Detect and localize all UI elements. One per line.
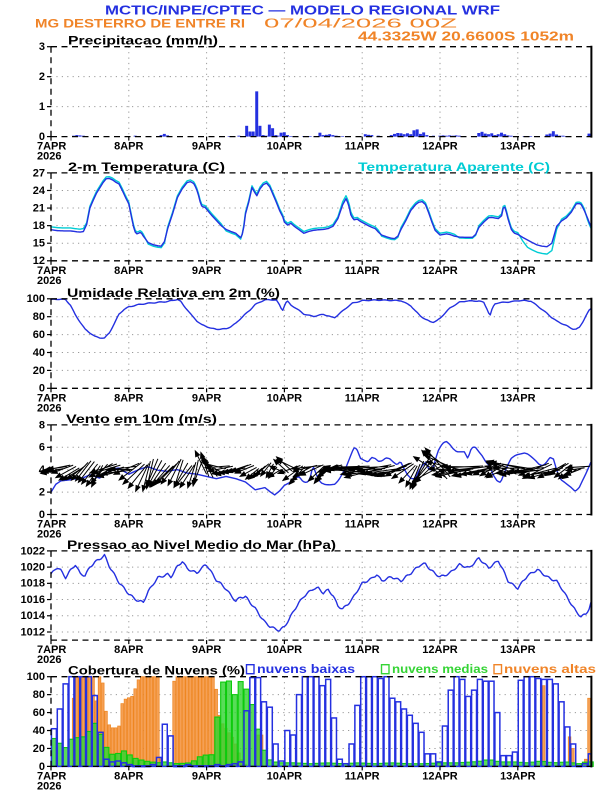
svg-text:27: 27 (33, 167, 45, 179)
svg-text:80: 80 (33, 689, 45, 701)
svg-text:Temperatura Aparente (C): Temperatura Aparente (C) (358, 162, 550, 174)
svg-text:20: 20 (33, 365, 45, 377)
svg-text:1: 1 (39, 101, 45, 113)
svg-text:80: 80 (33, 311, 45, 323)
svg-text:6: 6 (39, 442, 45, 454)
svg-text:10APR: 10APR (267, 265, 303, 277)
svg-text:07/04/2026 00Z: 07/04/2026 00Z (264, 17, 458, 31)
svg-text:2-m Temperatura (C): 2-m Temperatura (C) (68, 162, 225, 174)
svg-text:Pressao ao Nivel Medio do Mar: Pressao ao Nivel Medio do Mar (hPa) (67, 540, 336, 552)
svg-text:8APR: 8APR (114, 644, 143, 656)
svg-text:nuvens altas: nuvens altas (504, 664, 596, 676)
svg-text:nuvens medias: nuvens medias (392, 664, 488, 676)
svg-text:1014: 1014 (21, 610, 46, 622)
svg-text:7APR: 7APR (37, 265, 66, 277)
svg-text:12APR: 12APR (422, 265, 458, 277)
svg-text:1022: 1022 (21, 545, 45, 557)
svg-text:3: 3 (39, 41, 45, 53)
svg-text:MCTIC/INPE/CPTEC — MODELO REGI: MCTIC/INPE/CPTEC — MODELO REGIONAL WRF (105, 3, 500, 18)
svg-text:10APR: 10APR (267, 519, 303, 531)
svg-text:13APR: 13APR (500, 519, 536, 531)
svg-text:100: 100 (27, 671, 45, 683)
svg-text:13APR: 13APR (500, 265, 536, 277)
svg-text:40: 40 (33, 347, 45, 359)
svg-text:8APR: 8APR (114, 392, 143, 404)
svg-text:2026: 2026 (37, 151, 61, 163)
svg-text:1012: 1012 (21, 626, 45, 638)
svg-text:2026: 2026 (37, 402, 61, 414)
svg-text:Precipitacao (mm/h): Precipitacao (mm/h) (68, 36, 218, 48)
svg-text:12APR: 12APR (422, 519, 458, 531)
svg-text:12: 12 (33, 255, 45, 267)
svg-text:13APR: 13APR (500, 770, 536, 782)
svg-text:7APR: 7APR (37, 141, 66, 153)
svg-text:1018: 1018 (21, 578, 45, 590)
svg-text:Vento em 10m (m/s): Vento em 10m (m/s) (66, 414, 217, 426)
svg-text:0: 0 (39, 383, 45, 395)
svg-text:15: 15 (33, 238, 45, 250)
svg-text:10APR: 10APR (267, 644, 303, 656)
svg-text:60: 60 (33, 329, 45, 341)
svg-text:11APR: 11APR (345, 392, 380, 404)
svg-text:8APR: 8APR (114, 770, 143, 782)
svg-text:13APR: 13APR (500, 392, 536, 404)
svg-text:7APR: 7APR (37, 644, 66, 656)
svg-text:nuvens baixas: nuvens baixas (257, 664, 355, 676)
svg-text:9APR: 9APR (192, 770, 221, 782)
svg-text:9APR: 9APR (192, 392, 221, 404)
svg-text:40: 40 (33, 725, 45, 737)
svg-text:2: 2 (39, 71, 45, 83)
svg-text:9APR: 9APR (192, 141, 221, 153)
svg-text:11APR: 11APR (345, 141, 380, 153)
svg-text:12APR: 12APR (422, 392, 458, 404)
svg-text:8APR: 8APR (114, 141, 143, 153)
svg-text:Umidade Relativa em 2m (%): Umidade Relativa em 2m (%) (67, 288, 280, 300)
svg-text:0: 0 (39, 131, 45, 143)
svg-text:MG DESTERRO DE ENTRE RI: MG DESTERRO DE ENTRE RI (35, 17, 245, 31)
svg-text:2026: 2026 (37, 529, 61, 541)
svg-text:11APR: 11APR (345, 644, 380, 656)
svg-text:10APR: 10APR (267, 392, 303, 404)
svg-text:1020: 1020 (21, 562, 45, 574)
svg-text:Cobertura de Nuvens (%): Cobertura de Nuvens (%) (68, 666, 245, 678)
svg-text:11APR: 11APR (345, 519, 380, 531)
svg-text:0: 0 (39, 761, 45, 773)
svg-text:8: 8 (39, 419, 45, 431)
svg-text:44.3325W 20.6600S 1052m: 44.3325W 20.6600S 1052m (358, 30, 574, 44)
svg-text:9APR: 9APR (192, 644, 221, 656)
svg-text:2026: 2026 (37, 275, 61, 287)
svg-text:7APR: 7APR (37, 519, 66, 531)
svg-text:8APR: 8APR (114, 265, 143, 277)
svg-text:18: 18 (33, 220, 45, 232)
svg-text:13APR: 13APR (500, 644, 536, 656)
svg-text:12APR: 12APR (422, 141, 458, 153)
svg-text:13APR: 13APR (500, 141, 536, 153)
svg-text:2: 2 (39, 487, 45, 499)
svg-text:7APR: 7APR (37, 770, 66, 782)
svg-text:9APR: 9APR (192, 519, 221, 531)
svg-text:7APR: 7APR (37, 392, 66, 404)
svg-text:8APR: 8APR (114, 519, 143, 531)
svg-text:60: 60 (33, 707, 45, 719)
svg-text:24: 24 (33, 185, 46, 197)
svg-text:1016: 1016 (21, 594, 45, 606)
svg-text:9APR: 9APR (192, 265, 221, 277)
svg-text:10APR: 10APR (267, 141, 303, 153)
svg-text:21: 21 (33, 202, 45, 214)
svg-text:11APR: 11APR (345, 770, 380, 782)
svg-text:12APR: 12APR (422, 770, 458, 782)
svg-text:10APR: 10APR (267, 770, 303, 782)
svg-text:11APR: 11APR (345, 265, 380, 277)
svg-text:2026: 2026 (37, 654, 61, 666)
svg-text:2026: 2026 (37, 780, 61, 792)
svg-text:20: 20 (33, 743, 45, 755)
svg-text:4: 4 (39, 464, 46, 476)
svg-text:100: 100 (27, 293, 45, 305)
svg-text:12APR: 12APR (422, 644, 458, 656)
svg-text:0: 0 (39, 509, 45, 521)
